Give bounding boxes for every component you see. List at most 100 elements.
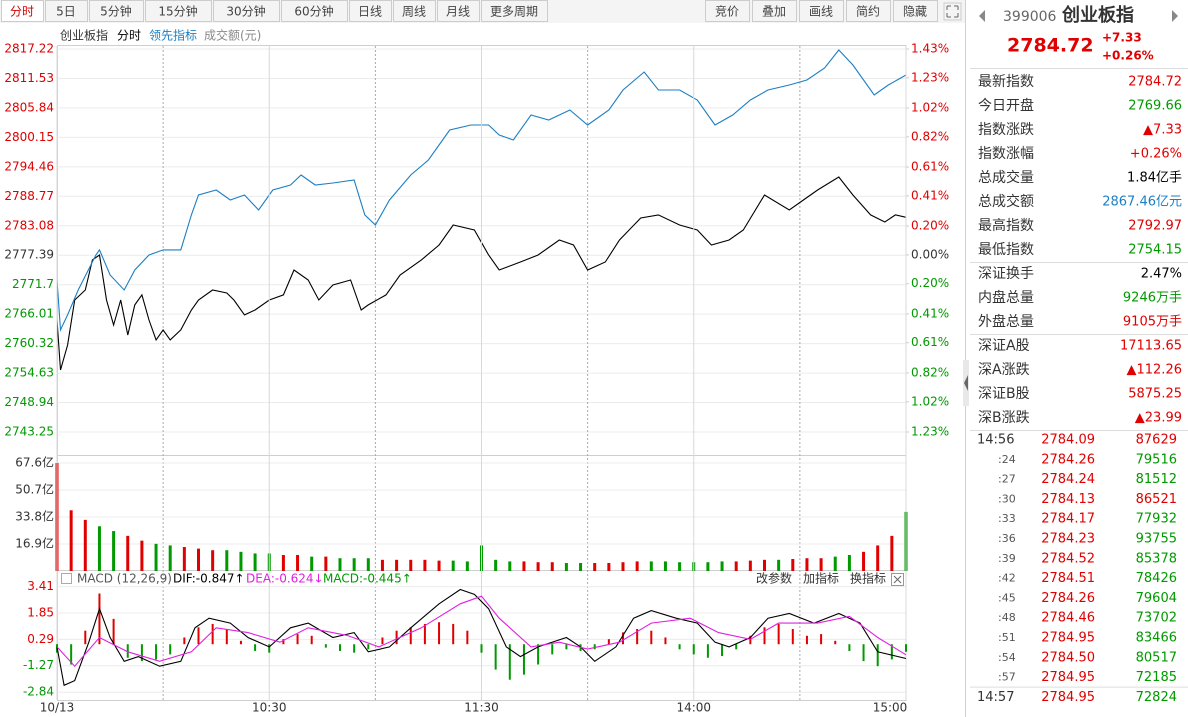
- info-value: 9105万手: [1123, 315, 1182, 330]
- macd-bar: [225, 629, 228, 645]
- volume-bar: [465, 561, 469, 571]
- macd-bar: [777, 623, 780, 645]
- toolbar-button[interactable]: [437, 0, 480, 22]
- legend-entry: 领先指标: [149, 28, 197, 43]
- trade-price: 2784.95: [1041, 690, 1095, 705]
- toolbar-button[interactable]: [799, 0, 844, 22]
- volume-bar: [380, 559, 384, 571]
- toolbar-label[interactable]: 15分钟: [158, 4, 197, 19]
- macd-legend: DEA:-0.624↓: [246, 572, 324, 586]
- info-value: +0.26%: [1130, 147, 1182, 162]
- volume-bar: [281, 555, 285, 571]
- toolbar-button[interactable]: [705, 0, 750, 22]
- volume-bar: [409, 559, 413, 571]
- info-label: 内盘总量: [978, 289, 1034, 306]
- toolbar-button[interactable]: [213, 0, 280, 22]
- toolbar-label[interactable]: 周线: [402, 5, 426, 19]
- toolbar-label[interactable]: 30分钟: [226, 4, 265, 19]
- toolbar-label[interactable]: 竞价: [715, 5, 739, 19]
- info-value: 2.47%: [1141, 267, 1182, 282]
- toolbar-label[interactable]: 5日: [56, 5, 76, 19]
- volume-bar: [154, 543, 158, 571]
- volume-bar: [649, 561, 653, 571]
- volume-bar: [324, 556, 328, 571]
- macd-bar: [140, 644, 143, 662]
- toolbar-label[interactable]: 5分钟: [100, 4, 132, 19]
- y-tick-label: 2743.25: [4, 425, 54, 439]
- macd-bar: [480, 644, 483, 653]
- toolbar-label[interactable]: 画线: [809, 5, 833, 19]
- macd-bar: [183, 637, 186, 645]
- y-tick-label: 2766.01: [4, 307, 54, 321]
- info-label: 深证A股: [978, 338, 1030, 354]
- volume-bar: [508, 561, 512, 571]
- y-tick-label: 2811.53: [4, 71, 54, 85]
- macd-bar: [381, 637, 384, 645]
- trade-price: 2784.95: [1041, 631, 1095, 646]
- info-label: 深证B股: [978, 386, 1030, 402]
- stock-code: 399006: [1003, 9, 1057, 25]
- indicator-button[interactable]: 换指标: [850, 571, 886, 586]
- trade-price: 2784.24: [1041, 472, 1095, 487]
- volume-bar: [663, 561, 667, 571]
- toolbar-button[interactable]: [481, 0, 548, 22]
- volume-bar: [366, 558, 370, 571]
- toolbar-button[interactable]: [893, 0, 938, 22]
- toolbar-label[interactable]: 更多周期: [490, 5, 538, 19]
- fullscreen-button[interactable]: [943, 2, 962, 21]
- toolbar-label[interactable]: 简约: [856, 4, 880, 19]
- toolbar-button[interactable]: [1, 0, 44, 22]
- volume-bar: [253, 553, 257, 571]
- macd-toggle[interactable]: [61, 573, 72, 584]
- toolbar-label[interactable]: 月线: [446, 5, 470, 19]
- toolbar-button[interactable]: [281, 0, 348, 22]
- toolbar-button[interactable]: [752, 0, 797, 22]
- macd-bar: [155, 644, 158, 660]
- trade-time: :51: [998, 631, 1016, 644]
- y-tick-label: 3.41: [27, 579, 54, 593]
- toolbar-button[interactable]: [349, 0, 392, 22]
- toolbar-label[interactable]: 日线: [358, 5, 382, 19]
- macd-bar: [721, 644, 724, 657]
- x-tick-label: 10:30: [252, 701, 287, 715]
- volume-bar: [876, 545, 880, 571]
- collapse-arrow[interactable]: [964, 375, 968, 391]
- toolbar-button[interactable]: [145, 0, 212, 22]
- trade-price: 2784.46: [1041, 611, 1095, 626]
- trade-volume: 85378: [1136, 551, 1177, 566]
- volume-bar: [748, 560, 752, 571]
- toolbar-label[interactable]: 60分钟: [294, 4, 333, 19]
- y2-tick-label: 0.61%: [911, 335, 949, 349]
- macd-bar: [749, 635, 752, 645]
- indicator-button[interactable]: 改参数: [756, 571, 792, 586]
- prev-arrow[interactable]: [979, 10, 985, 22]
- next-arrow[interactable]: [1172, 10, 1178, 22]
- volume-bar: [522, 561, 526, 571]
- macd-bar: [593, 644, 596, 650]
- volume-bar: [621, 562, 625, 571]
- y-tick-label: -2.84: [23, 685, 54, 699]
- toolbar-button[interactable]: [89, 0, 144, 22]
- toolbar-label[interactable]: 分时: [10, 5, 34, 19]
- indicator-button[interactable]: 加指标: [803, 571, 839, 586]
- volume-bar: [97, 526, 101, 571]
- info-label: 总成交量: [978, 169, 1034, 186]
- macd-bar: [367, 644, 370, 650]
- toolbar-button[interactable]: [393, 0, 436, 22]
- info-value: ▲112.26: [1127, 363, 1183, 378]
- volume-bar: [607, 563, 611, 571]
- info-label: 深B涨跌: [978, 410, 1030, 426]
- macd-bar: [268, 644, 271, 653]
- toolbar-button[interactable]: [846, 0, 891, 22]
- trade-time: :54: [998, 651, 1016, 664]
- macd-bar: [197, 627, 200, 645]
- macd-bar: [692, 644, 695, 655]
- toolbar-label[interactable]: 隐藏: [903, 5, 927, 19]
- volume-bar: [777, 559, 781, 571]
- toolbar-label[interactable]: 叠加: [762, 5, 786, 19]
- volume-bar: [211, 550, 215, 571]
- volume-bar: [437, 560, 441, 571]
- volume-bar: [225, 550, 229, 571]
- toolbar-button[interactable]: [45, 0, 88, 22]
